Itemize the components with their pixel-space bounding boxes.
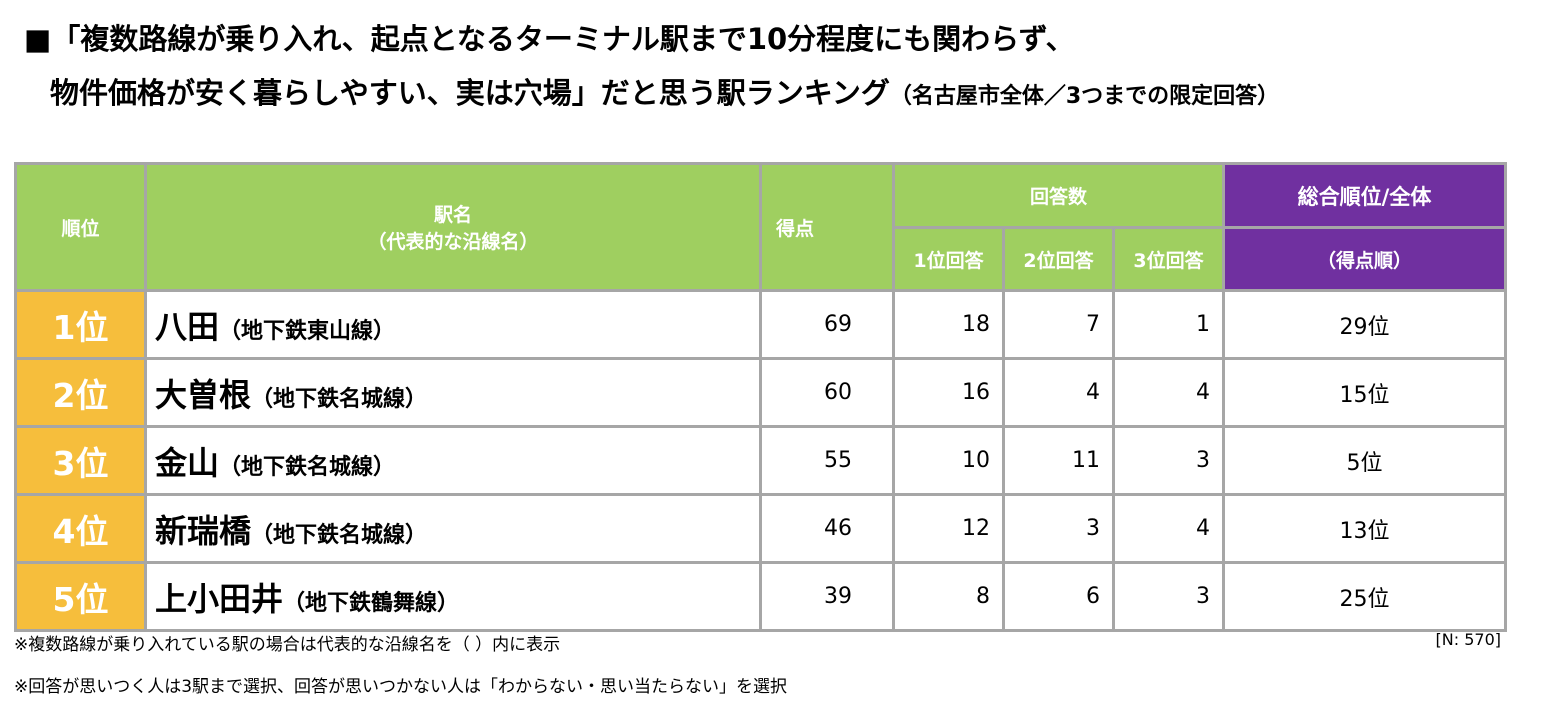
station-name: 大曽根 <box>155 375 252 414</box>
header-station-sub: （代表的な沿線名） <box>367 231 539 253</box>
overall-cell: 29位 <box>1222 289 1508 360</box>
title-line-2-note: （名古屋市全体／3つまでの限定回答） <box>889 84 1280 109</box>
footnote-1: ※複数路線が乗り入れている駅の場合は代表的な沿線名を（ ）内に表示 <box>14 635 561 655</box>
rank-cell: 3位 <box>14 425 147 496</box>
rank-cell: 1位 <box>14 289 147 360</box>
header-score: 得点 <box>759 162 895 292</box>
sample-size: [N: 570] <box>1435 630 1501 649</box>
first-cell: 16 <box>892 357 1005 428</box>
third-cell: 3 <box>1111 561 1226 632</box>
title-line-1-text: ■「複数路線が乗り入れ、起点となるターミナル駅まで10分程度にも関わらず、 <box>24 22 1075 56</box>
station-name: 新瑞橋 <box>155 511 252 550</box>
station-line: （地下鉄名城線） <box>251 386 428 412</box>
first-cell: 18 <box>892 289 1005 360</box>
score-cell: 55 <box>759 425 895 496</box>
score-cell: 60 <box>759 357 895 428</box>
score-cell: 69 <box>759 289 895 360</box>
table-row: 4位 新瑞橋（地下鉄名城線） 46 12 3 4 13位 <box>14 493 1508 564</box>
header-station: 駅名 （代表的な沿線名） <box>144 162 762 292</box>
station-name: 八田 <box>155 307 220 346</box>
station-line: （地下鉄鶴舞線） <box>283 590 460 616</box>
station-cell: 上小田井（地下鉄鶴舞線） <box>144 561 762 632</box>
overall-cell: 13位 <box>1222 493 1508 564</box>
second-cell: 7 <box>1002 289 1115 360</box>
header-first: 1位回答 <box>892 226 1005 292</box>
station-cell: 大曽根（地下鉄名城線） <box>144 357 762 428</box>
rank-cell: 2位 <box>14 357 147 428</box>
title-line-2-main: 物件価格が安く暮らしやすい、実は穴場」だと思う駅ランキング <box>50 76 890 110</box>
ranking-table: 順位 駅名 （代表的な沿線名） 得点 回答数 総合順位/全体 1位回答 2位回答… <box>14 162 1508 632</box>
station-line: （地下鉄名城線） <box>251 522 428 548</box>
footnote-2: ※回答が思いつく人は3駅まで選択、回答が思いつかない人は「わからない・思い当たら… <box>14 677 788 697</box>
rank-cell: 5位 <box>14 561 147 632</box>
station-cell: 八田（地下鉄東山線） <box>144 289 762 360</box>
header-rank: 順位 <box>14 162 147 292</box>
header-station-label: 駅名 <box>433 204 472 226</box>
third-cell: 4 <box>1111 357 1226 428</box>
third-cell: 3 <box>1111 425 1226 496</box>
station-name: 上小田井 <box>155 579 284 618</box>
station-name: 金山 <box>155 443 220 482</box>
overall-cell: 25位 <box>1222 561 1508 632</box>
second-cell: 11 <box>1002 425 1115 496</box>
table-row: 2位 大曽根（地下鉄名城線） 60 16 4 4 15位 <box>14 357 1508 428</box>
score-cell: 46 <box>759 493 895 564</box>
station-cell: 新瑞橋（地下鉄名城線） <box>144 493 762 564</box>
table-row: 3位 金山（地下鉄名城線） 55 10 11 3 5位 <box>14 425 1508 496</box>
third-cell: 1 <box>1111 289 1226 360</box>
station-line: （地下鉄東山線） <box>219 318 396 344</box>
title-line-2: 物件価格が安く暮らしやすい、実は穴場」だと思う駅ランキング（名古屋市全体／3つま… <box>50 70 1279 112</box>
title-line-1: ■「複数路線が乗り入れ、起点となるターミナル駅まで10分程度にも関わらず、 <box>24 16 1075 58</box>
second-cell: 3 <box>1002 493 1115 564</box>
third-cell: 4 <box>1111 493 1226 564</box>
first-cell: 12 <box>892 493 1005 564</box>
rank-cell: 4位 <box>14 493 147 564</box>
header-overall: 総合順位/全体 <box>1222 162 1508 229</box>
second-cell: 6 <box>1002 561 1115 632</box>
first-cell: 10 <box>892 425 1005 496</box>
score-cell: 39 <box>759 561 895 632</box>
station-cell: 金山（地下鉄名城線） <box>144 425 762 496</box>
table-row: 1位 八田（地下鉄東山線） 69 18 7 1 29位 <box>14 289 1508 360</box>
header-third: 3位回答 <box>1111 226 1226 292</box>
overall-cell: 5位 <box>1222 425 1508 496</box>
header-overall-sub: （得点順） <box>1222 226 1508 292</box>
second-cell: 4 <box>1002 357 1115 428</box>
overall-cell: 15位 <box>1222 357 1508 428</box>
first-cell: 8 <box>892 561 1005 632</box>
station-line: （地下鉄名城線） <box>219 454 396 480</box>
header-second: 2位回答 <box>1002 226 1115 292</box>
table-row: 5位 上小田井（地下鉄鶴舞線） 39 8 6 3 25位 <box>14 561 1508 632</box>
header-answers: 回答数 <box>891 162 1226 229</box>
